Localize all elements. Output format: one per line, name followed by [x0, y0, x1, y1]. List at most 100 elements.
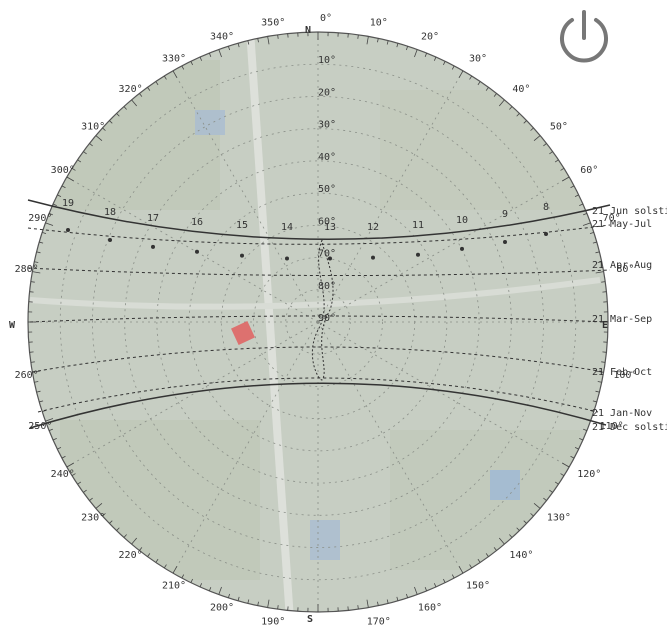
sun-path-line [29, 315, 607, 323]
site-marker [231, 321, 255, 345]
azimuth-tick [469, 75, 473, 80]
azimuth-tick [405, 46, 408, 51]
azimuth-tick [247, 40, 250, 45]
azimuth-tick [597, 261, 602, 263]
azimuth-tick [562, 176, 570, 182]
sun-path-curves [27, 199, 611, 429]
hour-label: 9 [502, 209, 508, 220]
power-icon-ring [560, 18, 608, 63]
sun-path-line [27, 199, 611, 241]
azimuth-tick [218, 49, 222, 58]
compass-west: W [9, 320, 16, 331]
azimuth-tick [595, 271, 604, 274]
azimuth-ray [66, 321, 319, 468]
azimuth-tick [228, 593, 231, 598]
hour-label: 15 [236, 220, 248, 231]
azimuth-tick [424, 587, 428, 592]
azimuth-tick [257, 38, 259, 43]
hour-label: 8 [543, 202, 549, 213]
azimuth-tick [277, 605, 279, 610]
altitude-label: 80° [318, 281, 336, 292]
azimuth-label: 50° [550, 122, 568, 133]
hour-label: 10 [456, 215, 468, 226]
altitude-ring [92, 96, 544, 548]
azimuth-label: 130° [547, 512, 571, 523]
azimuth-tick [433, 583, 437, 588]
azimuth-label: 320° [119, 84, 143, 95]
altitude-label: 60° [318, 216, 336, 227]
azimuth-tick [109, 120, 113, 124]
azimuth-tick [498, 537, 505, 545]
azimuth-tick [83, 151, 87, 155]
altitude-grid [28, 32, 608, 612]
azimuth-tick [32, 271, 41, 274]
azimuth-tick [509, 534, 513, 538]
sun-path-label: 21 Dec solstice [592, 422, 667, 433]
azimuth-label: 70° [603, 213, 621, 224]
azimuth-ray [317, 70, 464, 323]
azimuth-tick [562, 462, 570, 468]
azimuth-tick [543, 497, 547, 501]
azimuth-tick [147, 87, 151, 91]
azimuth-tick [277, 34, 279, 39]
azimuth-label: 60° [580, 165, 598, 176]
hour-dot [544, 232, 548, 237]
azimuth-tick [102, 513, 106, 517]
azimuth-tick [377, 601, 379, 606]
azimuth-tick [155, 558, 159, 563]
azimuth-tick [109, 520, 113, 524]
azimuth-tick [66, 176, 74, 182]
azimuth-tick [45, 222, 54, 226]
hour-label: 12 [367, 222, 379, 233]
azimuth-ray [66, 176, 319, 323]
azimuth-label: 140° [509, 550, 533, 561]
azimuth-tick [155, 81, 159, 86]
azimuth-tick [533, 502, 541, 509]
azimuth-tick [451, 574, 455, 579]
azimuth-tick [574, 194, 579, 197]
azimuth-ticks [28, 32, 608, 612]
azimuth-tick [39, 400, 44, 403]
hour-label: 19 [62, 198, 74, 209]
azimuth-tick [405, 593, 408, 598]
sun-path-line [37, 377, 599, 413]
azimuth-tick [131, 99, 138, 107]
azimuth-tick [139, 93, 143, 97]
hour-label: 14 [281, 222, 293, 233]
azimuth-tick [516, 113, 520, 117]
azimuth-tick [579, 437, 584, 441]
azimuth-tick [95, 135, 103, 142]
sun-path-line [29, 382, 607, 429]
azimuth-tick [601, 281, 606, 283]
azimuth-tick [199, 583, 203, 588]
azimuth-label: 30° [469, 54, 487, 65]
sun-path-label: 21 Apr-Aug [592, 260, 652, 271]
azimuth-tick [267, 36, 270, 45]
azimuth-label: 160° [418, 603, 442, 614]
altitude-label: 30° [318, 120, 336, 131]
azimuth-label: 250° [28, 421, 52, 432]
azimuth-tick [414, 49, 418, 58]
azimuth-label: 220° [119, 550, 143, 561]
azimuth-label: 210° [162, 580, 186, 591]
azimuth-tick [386, 599, 389, 604]
sun-path-label: 21 May-Jul [592, 219, 652, 230]
azimuth-tick [493, 547, 497, 551]
azimuth-tick [77, 481, 82, 485]
azimuth-label: 350° [261, 18, 285, 29]
azimuth-tick [172, 70, 178, 78]
hour-dot [416, 252, 420, 257]
azimuth-label: 120° [577, 469, 601, 480]
hour-dot [151, 244, 155, 249]
altitude-ring [253, 257, 383, 387]
azimuth-tick [424, 52, 428, 57]
azimuth-tick [543, 143, 547, 147]
azimuth-tick [218, 586, 222, 595]
azimuth-tick [583, 212, 588, 216]
power-icon[interactable] [560, 10, 608, 63]
azimuth-tick [57, 194, 62, 197]
azimuth-label: 40° [512, 84, 530, 95]
azimuth-tick [560, 473, 565, 477]
azimuth-tick [458, 70, 464, 78]
azimuth-tick [451, 65, 455, 70]
